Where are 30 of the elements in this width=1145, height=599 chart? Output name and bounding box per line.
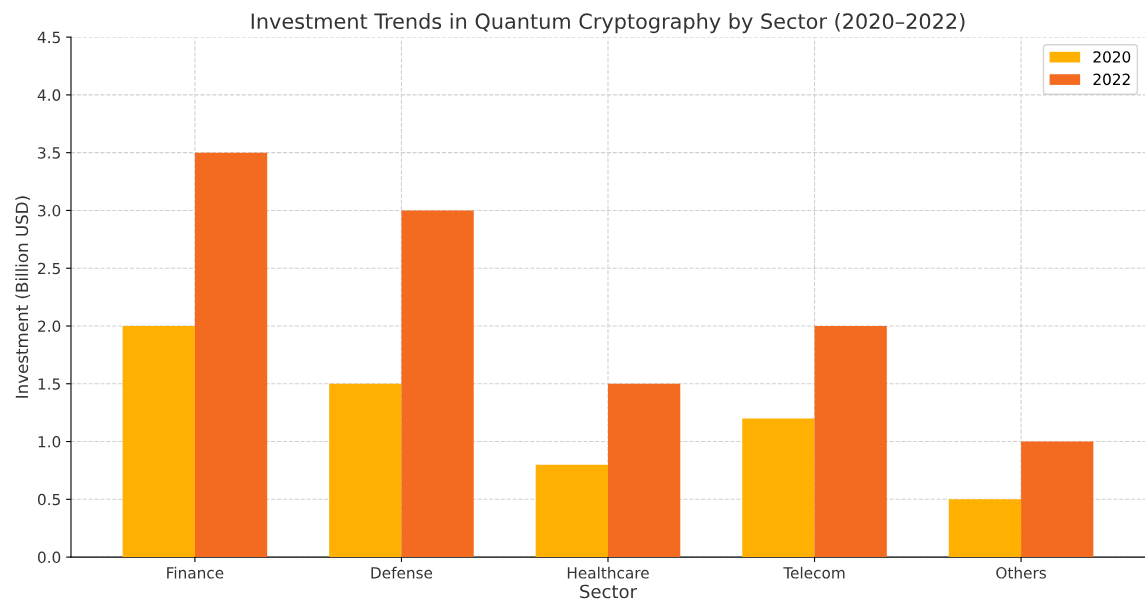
bar — [742, 418, 815, 558]
bar — [535, 464, 608, 558]
y-tick-label: 0.5 — [37, 493, 60, 506]
x-tick-label: Telecom — [783, 566, 845, 579]
legend-label: 2020 — [1093, 51, 1131, 63]
y-tick-label: 4.0 — [37, 89, 61, 101]
bar — [122, 325, 195, 558]
y-tick-label: 1.0 — [38, 435, 61, 448]
x-tick-label: Finance — [167, 566, 224, 579]
bar — [814, 325, 887, 558]
bar — [948, 499, 1022, 558]
x-tick-label: Others — [996, 566, 1046, 579]
bar — [607, 383, 681, 558]
y-tick-label: 2.0 — [38, 320, 61, 333]
bar — [329, 383, 402, 558]
legend-label: 2022 — [1093, 73, 1130, 86]
y-tick-label: 4.5 — [37, 31, 60, 44]
chart-title: Investment Trends in Quantum Cryptography by Sector (2020–2022) — [251, 12, 965, 34]
y-tick-label: 3.0 — [38, 204, 61, 217]
y-axis-title: Investment (Billion USD) — [15, 196, 31, 398]
x-tick-label: Defense — [371, 566, 433, 579]
y-tick-label: 1.5 — [38, 378, 60, 390]
x-tick-label: Healthcare — [567, 566, 649, 579]
y-tick-label: 0.0 — [37, 551, 61, 564]
x-axis-title: Sector — [580, 584, 638, 599]
bar — [1021, 441, 1094, 558]
bar — [194, 152, 268, 558]
y-tick-label: 2.5 — [38, 262, 60, 275]
bar — [401, 210, 474, 558]
y-tick-label: 3.5 — [38, 147, 60, 159]
